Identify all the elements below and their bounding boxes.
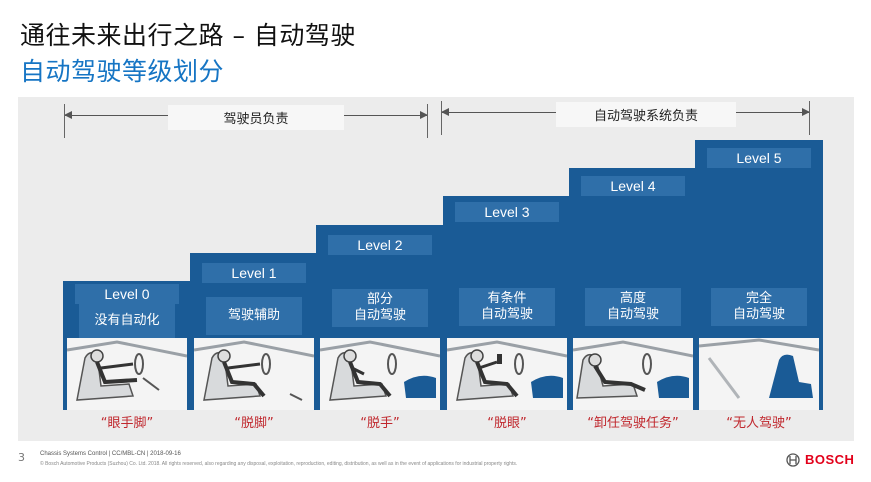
arrow-right-icon — [802, 108, 810, 116]
level-description: 高度 自动驾驶 — [585, 288, 681, 326]
driver-seat-icon — [573, 340, 693, 399]
bosch-armature-icon — [786, 452, 800, 467]
bosch-logo: BOSCH — [786, 452, 854, 467]
level-description: 部分 自动驾驶 — [332, 289, 428, 327]
driver-seat-icon — [67, 340, 187, 401]
driver-seat-icon — [320, 340, 440, 401]
level-5-nickname: “无人驾驶” — [726, 416, 792, 431]
description-line: 自动驾驶 — [353, 308, 406, 323]
level-label: Level 4 — [581, 176, 685, 196]
level-description: 有条件 自动驾驶 — [459, 288, 555, 326]
level-label: Level 3 — [455, 202, 559, 222]
description-line: 部分 — [366, 292, 393, 307]
description-line: 没有自动化 — [94, 313, 160, 328]
arrow-left-icon — [441, 108, 449, 116]
level-4-block: Level 4 高度 自动驾驶 — [569, 168, 697, 410]
empty-seat-illustration — [699, 338, 819, 410]
empty-seat-icon — [699, 338, 819, 399]
arrow-right-icon — [420, 111, 428, 119]
level-0-block: Level 0 没有自动化 — [63, 281, 191, 410]
bosch-wordmark: BOSCH — [805, 452, 855, 467]
level-5-block: Level 5 完全 自动驾驶 — [695, 140, 823, 410]
page-subtitle: 自动驾驶等级划分 — [20, 57, 225, 86]
level-label: Level 5 — [707, 148, 811, 168]
divider-line — [64, 104, 65, 138]
level-2-nickname: “脱手” — [360, 416, 400, 431]
description-line: 有条件 — [487, 291, 527, 306]
level-label: Level 1 — [202, 263, 306, 283]
arrow-left-icon — [64, 111, 72, 119]
description-line: 自动驾驶 — [732, 307, 785, 322]
level-2-block: Level 2 部分 自动驾驶 — [316, 225, 444, 410]
driver-illustration — [194, 338, 314, 410]
driver-seat-icon — [194, 340, 314, 401]
page-number: 3 — [18, 451, 25, 464]
system-responsible-header: 自动驾驶系统负责 — [441, 101, 810, 127]
driver-illustration — [447, 338, 567, 410]
driver-illustration — [573, 338, 693, 410]
description-line: 完全 — [745, 291, 772, 306]
driver-responsible-label: 驾驶员负责 — [168, 105, 344, 130]
page-title: 通往未来出行之路 – 自动驾驶 — [20, 21, 356, 50]
driver-illustration — [67, 338, 187, 410]
divider-line — [809, 101, 810, 135]
description-line: 驾驶辅助 — [227, 308, 280, 323]
system-responsible-label: 自动驾驶系统负责 — [556, 102, 736, 127]
driver-illustration — [320, 338, 440, 410]
level-1-block: Level 1 驾驶辅助 — [190, 253, 318, 410]
level-description: 没有自动化 — [79, 302, 175, 340]
level-4-nickname: “卸任驾驶任务” — [587, 416, 679, 431]
description-line: 高度 — [619, 291, 646, 306]
level-3-nickname: “脱眼” — [487, 416, 527, 431]
level-1-nickname: “脱脚” — [234, 416, 274, 431]
footer-info: Chassis Systems Control | CC/MBL-CN | 20… — [40, 451, 181, 457]
footer-copyright: © Bosch Automotive Products (Suzhou) Co.… — [40, 461, 518, 467]
level-label: Level 2 — [328, 235, 432, 255]
level-0-nickname: “眼手脚” — [100, 416, 154, 431]
driver-responsible-header: 驾驶员负责 — [64, 104, 428, 130]
level-3-block: Level 3 有条件 自动驾驶 — [443, 196, 571, 410]
divider-line — [441, 101, 442, 135]
level-label: Level 0 — [75, 284, 179, 304]
driver-seat-icon — [447, 340, 567, 401]
description-line: 自动驾驶 — [606, 307, 659, 322]
description-line: 自动驾驶 — [480, 307, 533, 322]
level-description: 驾驶辅助 — [206, 297, 302, 335]
divider-line — [427, 104, 428, 138]
level-description: 完全 自动驾驶 — [711, 288, 807, 326]
